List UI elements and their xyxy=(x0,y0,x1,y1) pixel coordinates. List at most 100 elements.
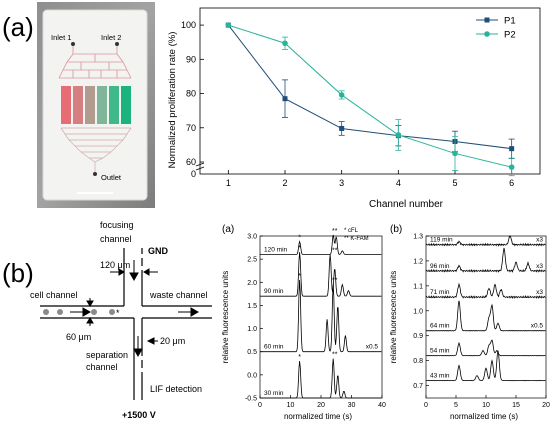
separation-label-2: channel xyxy=(86,362,118,372)
y-tick-label: 0.7 xyxy=(413,383,423,390)
trace-2 xyxy=(260,279,382,353)
point-P2 xyxy=(395,132,402,138)
peak-marker: ** xyxy=(332,352,338,359)
chip-photo: Inlet 1 Inlet 2 Outlet xyxy=(37,2,155,208)
y-tick-label: 90 xyxy=(186,54,196,64)
panel-b-label: (b) xyxy=(2,258,34,288)
electropherogram-b: 0.7 0.8 0.9 1.0 1.1 1.2 1.3 0 5 10 15 20 119 min x3 9… xyxy=(389,224,550,421)
trace-3 xyxy=(425,300,546,332)
inlet-markers xyxy=(71,42,119,46)
peak-marker: ** xyxy=(332,248,338,255)
cell-star: * xyxy=(116,308,120,318)
trace-label: 30 min xyxy=(264,390,284,397)
panel-a-label: (a) xyxy=(2,12,34,42)
x-tick-label: 1 xyxy=(226,178,231,188)
cells xyxy=(43,309,115,315)
y-tick-label: 60 xyxy=(186,157,196,167)
x-tick-label: 10 xyxy=(482,402,490,409)
focusing-label-2: channel xyxy=(100,234,132,244)
separation-label-1: separation xyxy=(86,350,128,360)
y-tick-label: 1.2 xyxy=(413,258,423,265)
separation-schematic: * focusing channel GND 120 μm cell chann… xyxy=(30,220,212,420)
point-P2 xyxy=(508,164,515,170)
trace-scale: x3 xyxy=(536,263,543,270)
point-P1 xyxy=(282,96,288,102)
y-tick-label: 1.0 xyxy=(413,308,423,315)
y-tick-label: 100 xyxy=(181,20,196,30)
legend-label: P2 xyxy=(504,30,516,41)
sub-b-label: (b) xyxy=(390,224,402,235)
channel-bars xyxy=(61,86,131,124)
peak-marker: ** xyxy=(332,278,338,285)
x-tick-label: 20 xyxy=(317,402,325,409)
series-line-P2 xyxy=(228,24,512,168)
plot-frame xyxy=(259,235,383,399)
x-tick-label: 5 xyxy=(454,402,458,409)
peak-marker: * xyxy=(298,273,301,280)
y-tick-label: 2.0 xyxy=(247,280,257,287)
peak-marker: * xyxy=(298,245,301,252)
x-tick-label: 30 xyxy=(348,402,356,409)
trace-0 xyxy=(425,235,546,247)
width-60: 60 μm xyxy=(66,332,91,342)
cell-channel-label: cell channel xyxy=(30,290,78,300)
trace-1 xyxy=(260,252,382,297)
point-P1 xyxy=(509,146,515,152)
y-tick-label: 0 xyxy=(191,169,196,179)
x-tick-label: 3 xyxy=(339,178,344,188)
y-tick-label: 2.5 xyxy=(247,257,257,264)
point-P2 xyxy=(282,40,288,47)
trace-0 xyxy=(260,234,382,255)
width-120: 120 μm xyxy=(100,260,130,270)
x-tick-label: 15 xyxy=(512,402,520,409)
focusing-label-1: focusing xyxy=(100,220,134,230)
y-tick-label: -0.5 xyxy=(245,396,257,403)
x-tick-label: 2 xyxy=(282,178,287,188)
trace-2 xyxy=(425,282,546,300)
y-tick-label: 0.5 xyxy=(247,349,257,356)
y-tick-label: 1.3 xyxy=(413,234,423,241)
y-axis-label: relative fluorescence units xyxy=(389,271,398,364)
x-tick-label: 6 xyxy=(509,178,514,188)
y-tick-label: 70 xyxy=(186,123,196,133)
trace-label: 119 min xyxy=(430,237,453,244)
x-tick-label: 10 xyxy=(287,402,295,409)
gnd-label: GND xyxy=(148,246,169,256)
outlet-label: Outlet xyxy=(101,173,122,182)
inlet2-label: Inlet 2 xyxy=(101,33,121,42)
trace-scale: x3 xyxy=(536,289,543,296)
trace-5 xyxy=(425,350,546,382)
legend-marker xyxy=(484,31,490,37)
lif-label: LIF detection xyxy=(150,384,202,394)
legend-marker xyxy=(484,17,490,23)
y-tick-label: 3.0 xyxy=(247,234,257,241)
series-line-P1 xyxy=(227,24,512,150)
y-axis-label: Normalized proliferation rate (%) xyxy=(167,32,178,169)
trace-scale: x3 xyxy=(536,237,543,244)
trace-label: 60 min xyxy=(264,344,284,351)
axis-break xyxy=(195,162,205,167)
trace-scale: x0.5 xyxy=(531,323,544,330)
trace-4 xyxy=(425,339,546,357)
y-tick-label: 0.9 xyxy=(413,333,423,340)
legend-cfl: * cFL xyxy=(344,228,359,234)
trace-label: 120 min xyxy=(264,247,288,254)
y-tick-label: 1.1 xyxy=(413,283,423,290)
trace-label: 90 min xyxy=(264,288,284,295)
proliferation-chart: 60 70 80 90 100 0 1 2 3 4 5 6 P1 P2 Channel number N… xyxy=(167,7,541,210)
point-P1 xyxy=(339,125,345,131)
x-axis-label: Channel number xyxy=(369,199,444,210)
point-P2 xyxy=(338,92,345,98)
trace-label: 54 min xyxy=(430,348,450,355)
peak-marker: * xyxy=(298,235,301,242)
y-tick-label: 0.0 xyxy=(247,372,257,379)
y-axis-label: relative fluorescence units xyxy=(221,271,230,364)
y-tick-label: 80 xyxy=(186,89,196,99)
x-tick-label: 0 xyxy=(424,402,428,409)
x-tick-label: 0 xyxy=(258,402,262,409)
x-axis-label: normalized time (s) xyxy=(284,412,352,421)
point-P2 xyxy=(452,150,458,157)
legend-label: P1 xyxy=(504,16,516,27)
x-tick-label: 5 xyxy=(452,178,457,188)
trace-label: 64 min xyxy=(430,323,450,330)
